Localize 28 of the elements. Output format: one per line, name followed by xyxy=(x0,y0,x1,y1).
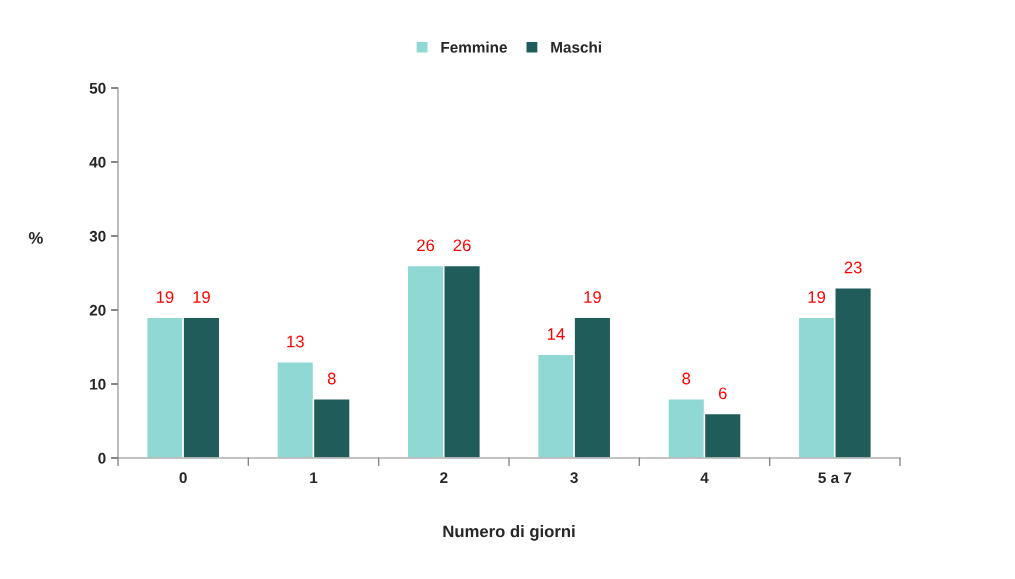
data-label: 14 xyxy=(547,328,565,340)
data-label: 6 xyxy=(718,387,727,400)
x-tick-label: 2 xyxy=(440,472,448,483)
y-tick-label: 40 xyxy=(89,156,106,168)
y-tick-label: 30 xyxy=(89,230,106,242)
x-tick-label: 5 a 7 xyxy=(818,472,852,484)
data-label: 19 xyxy=(584,291,601,303)
data-label: 19 xyxy=(808,291,826,303)
data-label: 8 xyxy=(682,372,691,385)
data-label: 19 xyxy=(193,291,210,303)
y-axis-title: % xyxy=(28,232,43,244)
data-label: 8 xyxy=(327,372,336,385)
data-label: 19 xyxy=(156,291,174,303)
y-tick-label: 10 xyxy=(90,378,106,390)
legend-label: Femmine xyxy=(441,41,507,53)
legend-label: Maschi xyxy=(551,41,601,53)
x-tick-label: 0 xyxy=(179,472,187,484)
data-label: 26 xyxy=(453,239,471,252)
data-label: 26 xyxy=(417,239,435,252)
x-tick-label: 3 xyxy=(570,472,578,484)
x-tick-label: 1 xyxy=(310,472,318,483)
x-tick-label: 4 xyxy=(700,472,709,483)
data-label: 23 xyxy=(844,261,862,274)
data-label: 13 xyxy=(287,335,304,348)
y-tick-label: 20 xyxy=(89,304,106,316)
y-tick-label: 0 xyxy=(98,452,106,464)
y-tick-label: 50 xyxy=(89,82,106,94)
x-axis-title: Numero di giorni xyxy=(443,525,575,541)
